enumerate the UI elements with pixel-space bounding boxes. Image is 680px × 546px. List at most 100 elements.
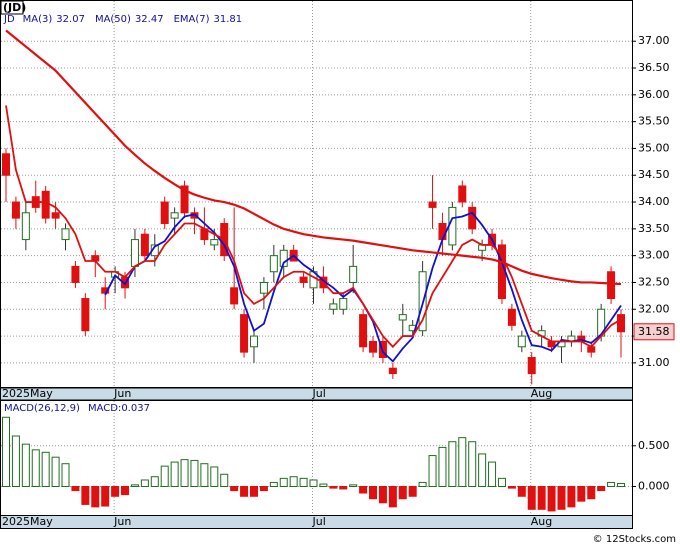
candle-body xyxy=(299,276,308,283)
macd-bar xyxy=(557,486,566,510)
y-tick-label: 34.00 xyxy=(638,195,670,208)
macd-bar xyxy=(448,441,457,488)
macd-bar xyxy=(279,477,288,488)
macd-bar xyxy=(547,486,556,512)
y-tick-label: 31.00 xyxy=(638,356,670,369)
y-tick-label: 0.000 xyxy=(638,480,670,493)
x-tick-label: Jul xyxy=(312,387,326,400)
candle-body xyxy=(160,201,169,224)
candle-body xyxy=(388,367,397,375)
candle-body xyxy=(230,287,239,305)
candle-body xyxy=(41,190,50,219)
title-box xyxy=(0,0,24,15)
macd-bar xyxy=(309,479,318,488)
macd-bar xyxy=(567,486,576,508)
y-tick-label: 0.500 xyxy=(638,439,670,452)
candle-body xyxy=(269,255,278,273)
macd-bar xyxy=(180,459,189,487)
macd-bar xyxy=(329,486,338,489)
macd-bar xyxy=(398,486,407,500)
last-price-label: 31.58 xyxy=(638,325,670,338)
macd-bar xyxy=(230,486,239,492)
macd-bar xyxy=(468,441,477,488)
macd-title: MACD(26,12,9) xyxy=(4,403,80,414)
macd-bar xyxy=(378,486,387,504)
macd-bar xyxy=(339,486,348,490)
candle-body xyxy=(617,314,625,333)
macd-bar xyxy=(488,461,497,488)
candle-body xyxy=(259,281,268,294)
candle-body xyxy=(507,308,516,326)
macd-bar xyxy=(259,486,268,492)
candle-body xyxy=(71,265,80,283)
candle-body xyxy=(11,201,20,219)
macd-bar xyxy=(607,481,616,487)
x-tick-label: Aug xyxy=(531,515,552,528)
candle-body xyxy=(51,212,60,219)
macd-bar xyxy=(111,486,120,497)
macd-bar xyxy=(210,466,219,488)
macd-bar xyxy=(190,459,199,488)
chart-title: (JD) xyxy=(3,1,26,14)
macd-bar xyxy=(130,484,139,488)
macd-bar xyxy=(101,486,110,507)
macd-bar xyxy=(319,483,328,487)
macd-bar xyxy=(91,486,100,508)
candle-body xyxy=(428,201,437,208)
macd-bar xyxy=(418,481,427,487)
y-tick-label: 36.00 xyxy=(638,88,670,101)
macd-bar xyxy=(170,461,179,488)
x-axis-strip xyxy=(0,515,633,529)
last-price-box xyxy=(633,323,675,341)
price-panel xyxy=(0,0,633,388)
x-tick-label: Jun xyxy=(113,515,131,528)
macd-bar xyxy=(359,486,368,494)
macd-name: MACD: xyxy=(88,403,121,414)
macd-bar xyxy=(31,449,40,488)
candle-body xyxy=(130,239,139,267)
y-tick-label: 35.50 xyxy=(638,115,670,128)
candle-body xyxy=(140,233,149,257)
macd-bar xyxy=(408,486,417,497)
legend-symbol: JD xyxy=(3,14,15,25)
y-tick-label: 32.00 xyxy=(638,302,670,315)
macd-bar xyxy=(41,451,50,487)
candle-body xyxy=(438,222,447,241)
candle-body xyxy=(468,206,477,230)
x-tick-label: Aug xyxy=(531,387,552,400)
candle-body xyxy=(279,249,288,267)
macd-bar xyxy=(140,479,149,488)
macd-bar xyxy=(537,486,546,510)
macd-bar xyxy=(71,486,80,492)
macd-bar xyxy=(220,473,229,487)
y-tick-label: 37.00 xyxy=(638,34,670,47)
candle-body xyxy=(398,314,407,321)
macd-bar xyxy=(517,486,526,497)
macd-bar xyxy=(527,486,536,510)
macd-bar xyxy=(497,477,506,488)
macd-bar xyxy=(577,486,586,502)
y-tick-label: 33.00 xyxy=(638,249,670,262)
macd-bar xyxy=(369,486,378,500)
candle-body xyxy=(359,314,368,348)
y-tick-label: 32.50 xyxy=(638,275,670,288)
y-tick-label: 33.50 xyxy=(638,222,670,235)
macd-bar xyxy=(51,456,60,487)
candle-body xyxy=(369,340,378,353)
candle-body xyxy=(2,153,10,176)
x-tick-label: Jul xyxy=(312,515,326,528)
macd-bar xyxy=(428,455,437,487)
candle-body xyxy=(448,206,457,246)
x-tick-label: 2025May xyxy=(2,515,53,528)
macd-value: 0.037 xyxy=(121,403,150,414)
candle-body xyxy=(527,357,536,375)
legend-value: 31.81 xyxy=(214,14,243,25)
macd-bar xyxy=(61,463,70,488)
macd-bar xyxy=(249,486,258,497)
macd-bar xyxy=(200,463,209,488)
macd-bar xyxy=(617,482,625,488)
macd-bar xyxy=(507,486,516,489)
candle-body xyxy=(61,228,70,241)
